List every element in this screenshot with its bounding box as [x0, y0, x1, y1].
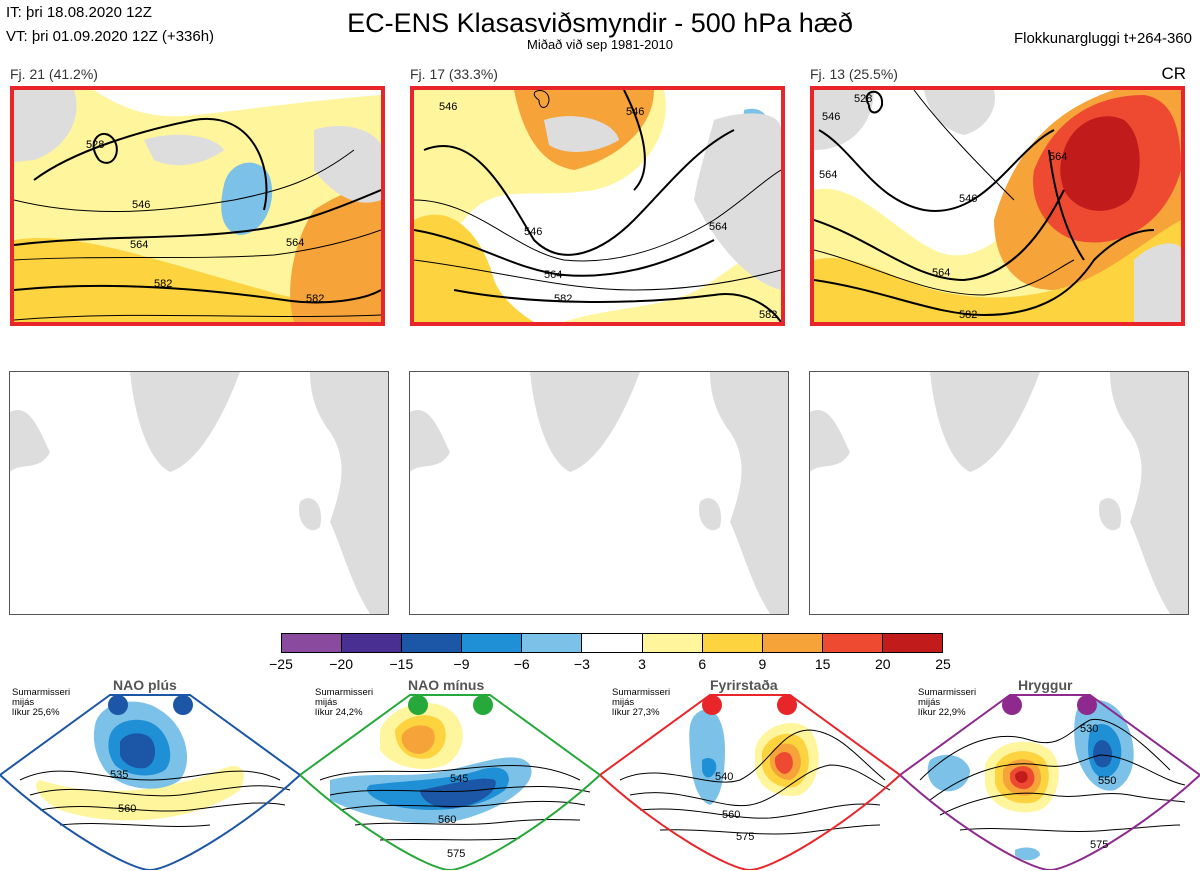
- contour-label: 582: [959, 309, 977, 321]
- colorbar-tick-label: −9: [453, 656, 470, 672]
- colorbar-tick-label: 6: [698, 656, 707, 672]
- regime-nao-plus-map: 535 560: [0, 694, 300, 870]
- colorbar-tick-label: −6: [513, 656, 530, 672]
- regime-nao-plus-desc: Sumarmisseri mijás líkur 25,6%: [12, 687, 71, 718]
- contour-label: 546: [959, 193, 977, 205]
- colorbar-tick-label: −20: [329, 656, 354, 672]
- contour-label: 564: [709, 221, 727, 233]
- contour-label: 564: [819, 169, 837, 181]
- regime-nao-minus-name: NAO mínus: [408, 677, 485, 693]
- contour-label: 546: [822, 111, 840, 123]
- contour-label: 528: [86, 139, 104, 151]
- contour-label: 575: [736, 831, 754, 843]
- cluster-3-map: 528 546 546 564 564 564 582: [810, 86, 1185, 326]
- cluster-1-map: 528 546 564 564 582 582: [10, 86, 385, 326]
- contour-label: 546: [626, 106, 644, 118]
- initial-time: IT: þri 18.08.2020 12Z: [6, 4, 152, 21]
- contour-label: 545: [450, 773, 468, 785]
- colorbar-cell: [762, 634, 823, 652]
- empty-map-1: [9, 371, 389, 615]
- contour-label: 582: [759, 309, 777, 321]
- empty-map-3: [809, 371, 1189, 615]
- colorbar-tick-label: −3: [573, 656, 590, 672]
- valid-time: VT: þri 01.09.2020 12Z (+336h): [6, 28, 215, 45]
- contour-label: 530: [1080, 723, 1098, 735]
- contour-label: 582: [554, 293, 572, 305]
- colorbar-tick-label: −25: [269, 656, 293, 672]
- colorbar-cell: [402, 634, 463, 652]
- contour-label: 528: [854, 93, 872, 105]
- contour-label: 560: [438, 814, 456, 826]
- cluster-window-label: Flokkunargluggi t+264-360: [1013, 30, 1192, 47]
- regime-nao-minus-desc: Sumarmisseri mijás líkur 24,2%: [315, 687, 374, 718]
- regime-ridge-map: 530 550 575: [900, 694, 1200, 870]
- colorbar-tick-label: 20: [875, 656, 891, 672]
- cr-label: CR: [1161, 64, 1186, 83]
- contour-label: 582: [154, 278, 172, 290]
- empty-map-2: [409, 371, 789, 615]
- contour-label: 575: [447, 848, 465, 860]
- contour-label: 535: [110, 769, 128, 781]
- cluster-2-label: Fj. 17 (33.3%): [410, 66, 498, 82]
- colorbar-cell: [342, 634, 403, 652]
- regime-nao-plus-name: NAO plús: [113, 677, 177, 693]
- colorbar-cell: [882, 634, 943, 652]
- colorbar-tick-label: 15: [814, 656, 831, 672]
- colorbar-tick-label: −15: [389, 656, 414, 672]
- contour-label: 546: [132, 199, 150, 211]
- colorbar-cell: [642, 634, 703, 652]
- colorbar-tick-label: 9: [758, 656, 767, 672]
- colorbar-cell: [282, 634, 343, 652]
- colorbar-tick-label: 3: [638, 656, 646, 672]
- cluster-1-label: Fj. 21 (41.2%): [10, 66, 98, 82]
- regime-nao-minus-map: 545 560 575: [300, 694, 600, 870]
- colorbar-tick-label: 25: [935, 656, 951, 672]
- regime-blocking-name: Fyrirstaða: [710, 677, 778, 693]
- contour-label: 546: [439, 101, 457, 113]
- colorbar-cell: [582, 634, 643, 652]
- regime-blocking-map: 540 560 575: [600, 694, 900, 870]
- contour-label: 546: [524, 226, 542, 238]
- colorbar-cell: [822, 634, 883, 652]
- contour-label: 550: [1098, 775, 1116, 787]
- cluster-2-map: 546 546 546 564 564 582 582: [410, 86, 785, 326]
- contour-label: 560: [722, 809, 740, 821]
- colorbar-cell: [702, 634, 763, 652]
- contour-label: 560: [118, 803, 136, 815]
- regime-blocking-desc: Sumarmisseri mijás líkur 27,3%: [612, 687, 671, 718]
- contour-label: 564: [544, 269, 562, 281]
- colorbar-cell: [522, 634, 583, 652]
- page-title: EC-ENS Klasasviðsmyndir - 500 hPa hæð: [347, 8, 853, 38]
- contour-label: 540: [715, 771, 733, 783]
- contour-label: 564: [1049, 151, 1067, 163]
- contour-label: 564: [286, 237, 304, 249]
- colorbar-cell: [462, 634, 523, 652]
- cluster-3-label: Fj. 13 (25.5%): [810, 66, 898, 82]
- contour-label: 564: [932, 267, 950, 279]
- contour-label: 582: [306, 293, 324, 305]
- regime-ridge-desc: Sumarmisseri mijás líkur 22,9%: [918, 687, 977, 718]
- page-subtitle: Miðað við sep 1981-2010: [527, 37, 673, 52]
- regime-ridge-name: Hryggur: [1018, 677, 1073, 693]
- colorbar: [281, 633, 943, 653]
- contour-label: 564: [130, 239, 148, 251]
- contour-label: 575: [1090, 839, 1108, 851]
